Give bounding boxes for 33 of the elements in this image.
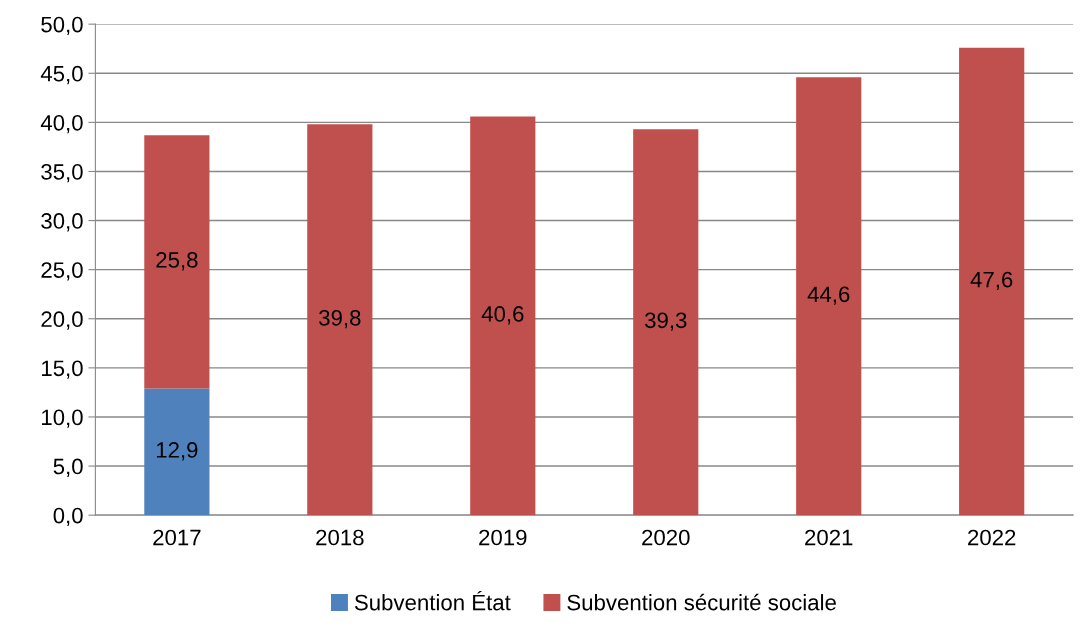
x-tick-label: 2017	[153, 529, 201, 546]
legend-label: Subvention État	[354, 590, 511, 611]
data-label: 44,6	[807, 286, 850, 305]
y-tick-label: 15,0	[42, 360, 83, 379]
bar	[959, 47, 1025, 516]
data-label: 40,6	[481, 306, 524, 325]
y-tick-label: 5,0	[53, 458, 83, 477]
data-label: 39,3	[644, 312, 687, 331]
data-label: 39,8	[319, 309, 361, 329]
x-tick-label: 2020	[642, 529, 690, 546]
y-tick-label: 35,0	[41, 164, 83, 183]
y-tick-label: 0,0	[53, 507, 83, 527]
bar	[144, 388, 210, 516]
data-label: 12,9	[156, 442, 198, 461]
y-tick-label: 10,0	[42, 409, 83, 428]
x-tick-label: 2019	[479, 529, 527, 546]
x-tick-label: 2018	[316, 529, 364, 546]
x-tick-label: 2021	[805, 529, 853, 546]
bar	[144, 135, 210, 389]
data-label: 25,8	[156, 252, 198, 271]
x-tick-label: 2022	[968, 529, 1016, 546]
legend-label: Subvention sécurité sociale	[567, 593, 836, 611]
y-tick-label: 50,0	[41, 16, 83, 36]
bar	[633, 129, 699, 516]
y-tick-label: 40,0	[40, 114, 83, 134]
y-tick-label: 20,0	[41, 311, 83, 330]
bar	[796, 77, 862, 516]
data-label: 47,6	[970, 271, 1013, 291]
y-tick-label: 30,0	[41, 213, 83, 232]
bar	[470, 116, 536, 516]
bar	[307, 124, 373, 516]
y-tick-label: 25,0	[41, 262, 83, 281]
y-tick-label: 45,0	[40, 65, 83, 85]
